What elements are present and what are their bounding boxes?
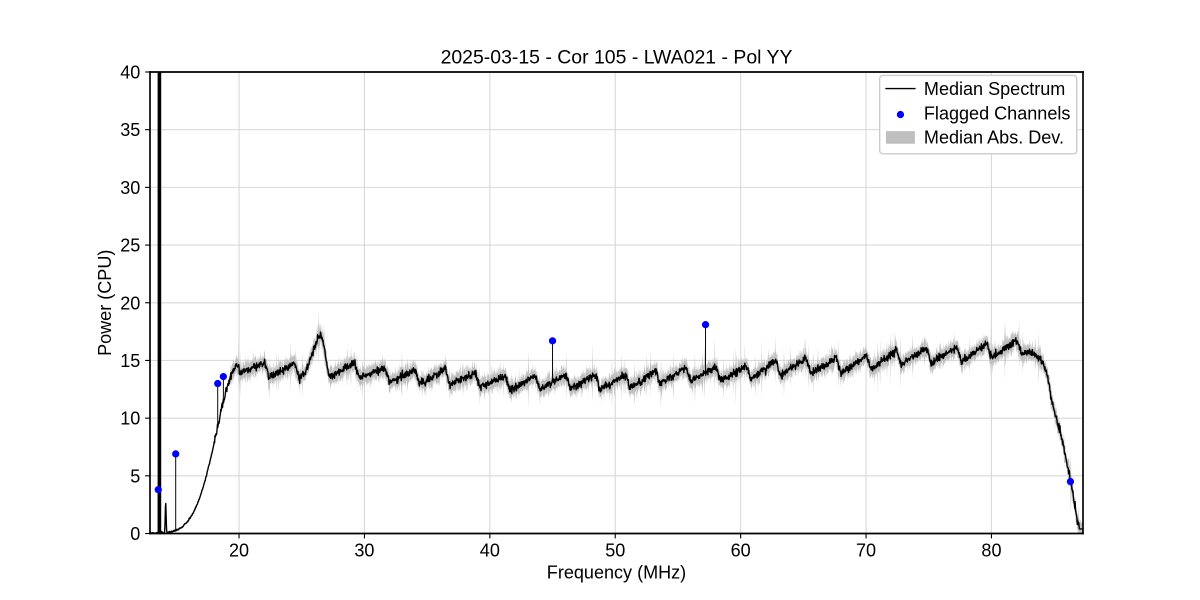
svg-text:0: 0 bbox=[130, 524, 140, 544]
svg-text:35: 35 bbox=[120, 120, 140, 140]
svg-text:15: 15 bbox=[120, 351, 140, 371]
svg-text:80: 80 bbox=[981, 540, 1001, 560]
svg-text:10: 10 bbox=[120, 409, 140, 429]
svg-text:Power (CPU): Power (CPU) bbox=[95, 250, 115, 356]
svg-text:40: 40 bbox=[480, 540, 500, 560]
svg-text:2025-03-15 - Cor 105 - LWA021: 2025-03-15 - Cor 105 - LWA021 - Pol YY bbox=[441, 47, 793, 69]
svg-text:20: 20 bbox=[229, 540, 249, 560]
svg-text:30: 30 bbox=[120, 178, 140, 198]
svg-text:20: 20 bbox=[120, 293, 140, 313]
svg-text:25: 25 bbox=[120, 236, 140, 256]
svg-text:30: 30 bbox=[354, 540, 374, 560]
svg-text:70: 70 bbox=[856, 540, 876, 560]
svg-text:Median Abs. Dev.: Median Abs. Dev. bbox=[924, 128, 1064, 148]
svg-text:50: 50 bbox=[605, 540, 625, 560]
svg-text:40: 40 bbox=[120, 63, 140, 83]
svg-text:60: 60 bbox=[731, 540, 751, 560]
svg-text:Flagged Channels: Flagged Channels bbox=[924, 103, 1070, 123]
svg-text:Median Spectrum: Median Spectrum bbox=[924, 79, 1065, 99]
svg-text:5: 5 bbox=[130, 466, 140, 486]
svg-text:Frequency (MHz): Frequency (MHz) bbox=[547, 563, 686, 583]
